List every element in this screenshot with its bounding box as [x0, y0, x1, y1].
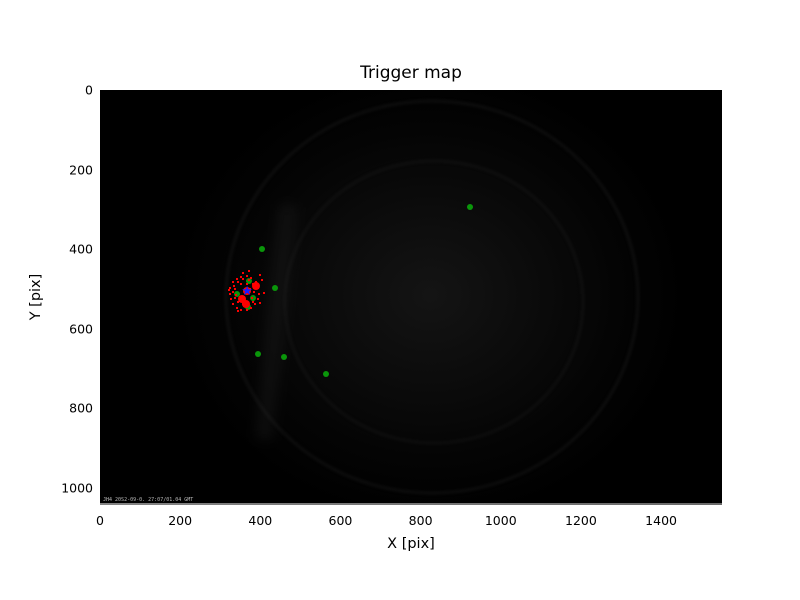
- triggered-pixel-contour-marker: [247, 279, 250, 282]
- plot-area: ★ JH4 20S2-09-0. 27:07/01.04 GMT: [100, 90, 722, 505]
- triggered-pixel-contour-marker: [245, 275, 248, 278]
- triggered-pixel-contour-marker: [236, 280, 239, 283]
- identified-stars-marker: [281, 354, 288, 361]
- triggered-pixel-contour-marker: [229, 286, 232, 289]
- triggered-pixel-contour-marker: [251, 300, 254, 303]
- triggered-pixel-contour-marker: [250, 277, 253, 280]
- triggered-pixel-contour-marker: [233, 287, 236, 290]
- plot-title: Trigger map: [360, 63, 462, 83]
- timestamp-overlay: JH4 20S2-09-0. 27:07/01.04 GMT: [103, 497, 194, 503]
- cluster-centers-marker: [252, 281, 261, 290]
- triggered-pixel-contour-marker: [245, 309, 248, 312]
- triggered-pixel-contour-marker: [231, 290, 234, 293]
- triggered-pixel-contour-marker: [256, 298, 259, 301]
- triggered-pixel-contour-marker: [242, 278, 245, 281]
- identified-stars-marker: [271, 285, 278, 292]
- triggered-pixel-contour-marker: [229, 298, 232, 301]
- identified-stars-marker: [467, 203, 474, 210]
- y-tick-label: 200: [69, 162, 93, 177]
- triggered-pixel-contour-marker: [258, 302, 261, 305]
- triggered-pixel-contour-marker: [240, 282, 243, 285]
- triggered-pixel-contour-marker: [253, 291, 256, 294]
- triggered-pixel-contour-marker: [235, 293, 238, 296]
- triggered-pixel-contour-marker: [236, 310, 239, 312]
- triggered-pixel-contour-marker: [246, 282, 249, 285]
- x-tick-label: 400: [248, 513, 273, 528]
- identified-stars-marker: [323, 370, 330, 377]
- y-tick-label: 800: [69, 400, 93, 416]
- triggered-pixel-contour-marker: [260, 279, 263, 281]
- triggered-pixel-contour-marker: [233, 284, 236, 287]
- triggered-pixel-contour-marker: [259, 274, 262, 277]
- cluster-centers-marker: [243, 287, 252, 296]
- triggered-pixel-contour-marker: [242, 272, 245, 275]
- x-tick-label: 0: [96, 513, 104, 528]
- y-tick-label: 600: [69, 321, 93, 336]
- y-tick-label: 400: [69, 241, 93, 257]
- camera-timestamp-strip: [100, 503, 722, 505]
- triggered-pixel-contour-marker: [233, 296, 236, 299]
- triggered-pixel-contour-marker: [235, 277, 238, 280]
- triggered-pixel-contour-marker: [240, 275, 243, 278]
- triggered-pixel-contour-marker: [232, 281, 235, 284]
- camera-vignette-ring-outer: [225, 100, 639, 494]
- triggered-pixel-contour-marker: [240, 309, 243, 312]
- triggered-pixel-contour-marker: [228, 292, 231, 295]
- x-tick-label: 1000: [484, 513, 517, 528]
- y-axis-label: Y [pix]: [28, 273, 44, 321]
- cluster-centers-marker: [242, 299, 251, 308]
- triggered-pixel-contour-marker: [254, 303, 257, 306]
- cluster-centers-marker: [238, 295, 247, 304]
- triggered-pixel-contour-marker: [232, 303, 235, 306]
- x-tick-label: 800: [408, 513, 433, 528]
- x-tick-label: 200: [168, 513, 193, 528]
- triggered-pixel-contour-marker: [235, 307, 238, 310]
- triggered-pixel-contour-marker: [251, 297, 254, 300]
- identified-stars-marker: [255, 350, 262, 357]
- y-tick-label: 0: [85, 82, 93, 98]
- y-tick-label: 1000: [61, 480, 93, 495]
- triggered-pixel-contour-marker: [257, 292, 260, 295]
- triggered-pixel-contour-marker: [250, 307, 253, 310]
- triggered-pixel-contour-marker: [236, 300, 239, 303]
- x-axis-label: X [pix]: [387, 536, 435, 552]
- x-tick-label: 1400: [645, 513, 677, 528]
- source-position-marker: ★: [241, 283, 253, 299]
- triggered-pixel-contour-marker: [248, 269, 251, 272]
- triggered-pixel-contour-marker: [227, 289, 230, 292]
- camera-vignette-ring-inner: [284, 160, 584, 444]
- x-tick-label: 600: [328, 513, 353, 528]
- triggered-pixel-contour-marker: [262, 291, 265, 294]
- x-tick-label: 1200: [565, 513, 597, 528]
- identified-stars-marker: [258, 246, 265, 252]
